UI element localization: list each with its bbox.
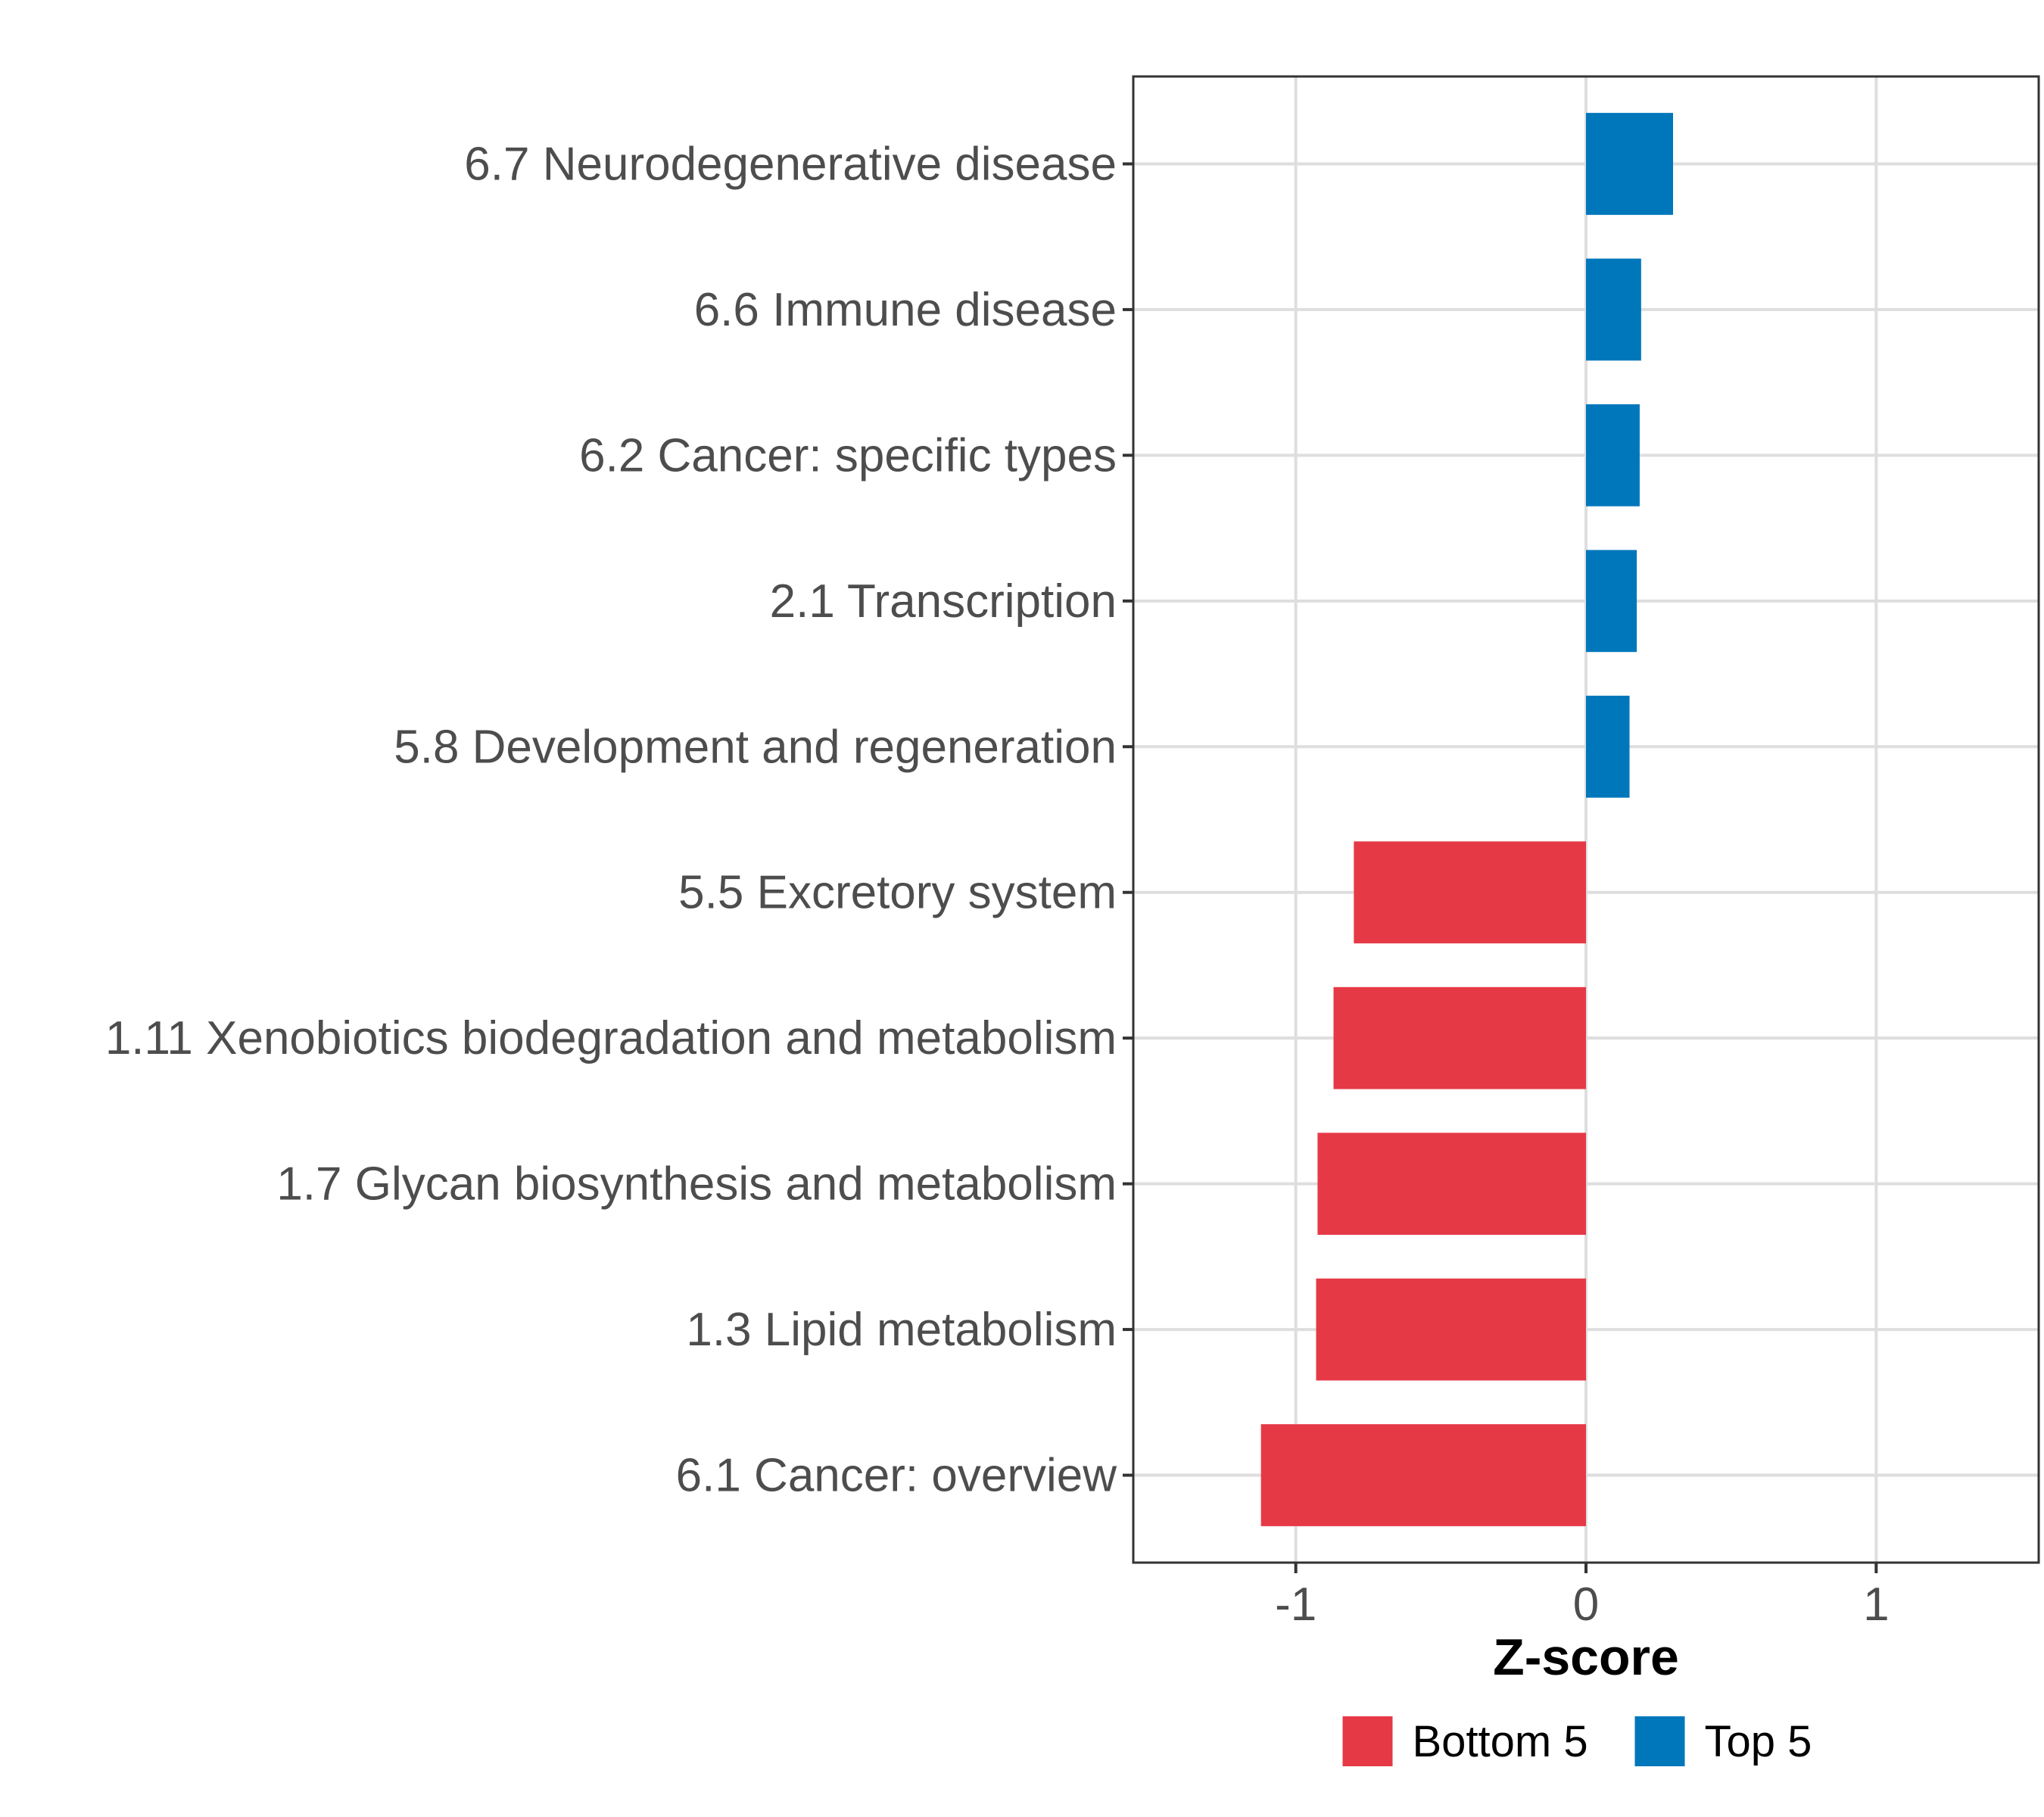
category-label: 1.11 Xenobiotics biodegradation and meta… [105,1012,1117,1064]
bar [1586,113,1673,215]
bar [1317,1133,1586,1235]
category-label: 5.5 Excretory system [678,867,1117,919]
category-label: 6.1 Cancer: overview [676,1450,1117,1502]
legend-key[interactable] [1342,1716,1393,1766]
bars [1260,113,1673,1526]
bar [1586,258,1641,361]
bar [1260,1424,1586,1526]
x-tick-label: 1 [1863,1579,1889,1631]
x-axis-title: Z-score [1493,1628,1679,1686]
legend-key[interactable] [1634,1716,1685,1766]
x-axis: -1 0 1 [1275,1563,1890,1631]
legend[interactable]: Bottom 5 Top 5 [1342,1716,1812,1766]
category-label: 6.6 Immune disease [694,284,1117,336]
bar [1333,986,1586,1089]
category-label: 5.8 Development and regeneration [394,721,1117,773]
bar [1586,404,1640,506]
x-tick-label: -1 [1275,1579,1316,1631]
category-label: 1.7 Glycan biosynthesis and metabolism [276,1158,1117,1211]
legend-label: Top 5 [1705,1717,1812,1766]
bar [1354,841,1586,944]
bar [1586,695,1630,798]
category-label: 2.1 Transcription [770,575,1117,628]
bar [1316,1278,1586,1381]
x-tick-label: 0 [1573,1579,1599,1631]
bar [1586,550,1637,653]
category-label: 6.7 Neurodegenerative disease [464,138,1117,190]
legend-label: Bottom 5 [1413,1717,1588,1766]
category-label: 6.2 Cancer: specific types [579,429,1117,482]
category-label: 1.3 Lipid metabolism [686,1304,1117,1356]
y-axis: 6.7 Neurodegenerative disease 6.6 Immune … [105,138,1133,1502]
